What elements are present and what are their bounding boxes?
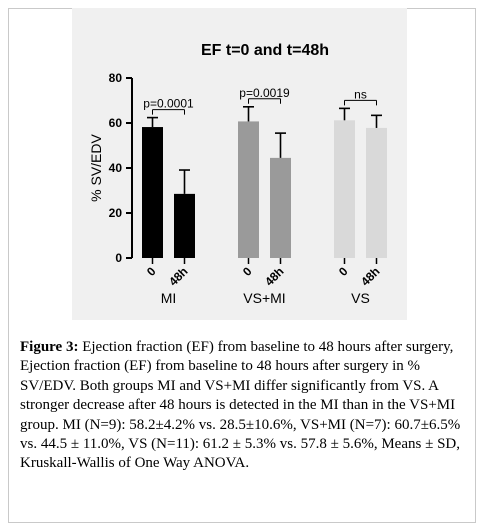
x-tick-label: 48h [166,264,191,289]
figure-caption: Figure 3: Ejection fraction (EF) from ba… [20,338,465,474]
significance-label: p=0.0001 [143,97,194,111]
bar [238,121,259,258]
group-label: VS [351,290,370,306]
x-tick-label: 48h [358,264,383,289]
significance-label: ns [354,87,367,101]
x-tick-label: 0 [144,264,159,279]
x-tick-label: 48h [262,264,287,289]
y-tick-label: 80 [109,71,123,85]
bar [270,157,291,258]
y-tick-label: 40 [109,161,123,175]
bar [334,120,355,258]
y-tick-label: 60 [109,116,123,130]
group-label: MI [161,290,177,306]
group-label: VS+MI [243,290,285,306]
caption-label: Figure 3: [20,339,79,355]
caption-text: Ejection fraction (EF) from baseline to … [20,339,461,472]
bar [174,193,195,258]
bar [142,127,163,258]
chart-title: EF t=0 and t=48h [201,42,329,59]
y-tick-label: 0 [115,251,122,265]
ef-bar-chart: EF t=0 and t=48h % SV/EDV 0 20 40 60 80 0 48h… [88,42,387,306]
y-axis-label: % SV/EDV [88,134,104,202]
y-tick-label: 20 [109,206,123,220]
significance-label: p=0.0019 [239,86,290,100]
bar [366,127,387,258]
x-tick-label: 0 [240,264,255,279]
x-tick-label: 0 [336,264,351,279]
